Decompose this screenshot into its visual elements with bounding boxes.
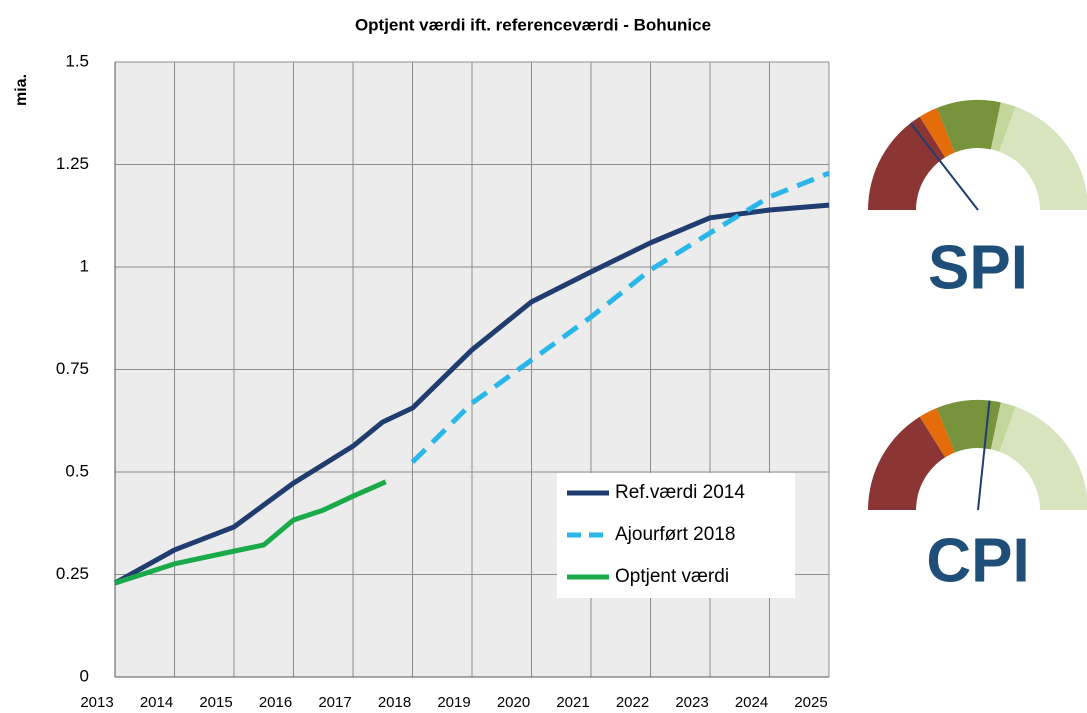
x-tick-label: 2015 (199, 694, 232, 711)
legend-label: Ajourført 2018 (615, 524, 735, 545)
line-series (113, 202, 830, 586)
x-tick-label: 2023 (675, 694, 708, 711)
gauge-label: SPI (928, 233, 1028, 302)
y-tick-label: 1 (80, 256, 89, 275)
x-tick-label: 2025 (794, 694, 827, 711)
x-tick-label: 2016 (259, 694, 292, 711)
y-tick-label: 0.75 (56, 359, 89, 378)
legend-label: Optjent værdi (615, 566, 729, 587)
gauge-segment (990, 102, 1016, 152)
gauge-segment (999, 406, 1087, 510)
y-tick-label: 0 (80, 666, 89, 685)
y-tick-label: 1.25 (56, 154, 89, 173)
gauge-label: CPI (926, 526, 1029, 595)
gauge-needle (909, 122, 979, 211)
line-series (410, 170, 830, 464)
y-axis-label: mia. (13, 74, 30, 106)
gauge-segment (999, 106, 1087, 210)
x-tick-label: 2024 (735, 694, 768, 711)
line-series (114, 479, 387, 586)
gauge-segment (868, 416, 946, 510)
gauge-segment (990, 402, 1016, 452)
gauge-segment (868, 116, 946, 210)
x-tick-label: 2022 (616, 694, 649, 711)
x-tick-label: 2018 (378, 694, 411, 711)
y-tick-label: 0.25 (56, 564, 89, 583)
chart-title: Optjent værdi ift. referenceværdi - Bohu… (355, 15, 711, 34)
y-tick-label: 0.5 (65, 461, 89, 480)
x-tick-label: 2021 (556, 694, 589, 711)
legend-label: Ref.værdi 2014 (615, 482, 745, 503)
x-tick-label: 2013 (80, 694, 113, 711)
gauge-needle (977, 400, 991, 511)
x-tick-label: 2020 (497, 694, 530, 711)
y-tick-label: 1.5 (65, 51, 89, 70)
gauge-segment (919, 408, 955, 458)
gauge-segment (936, 99, 1001, 153)
x-tick-label: 2019 (437, 694, 470, 711)
x-tick-label: 2014 (140, 694, 173, 711)
gauge-segment (919, 108, 955, 158)
x-tick-label: 2017 (318, 694, 351, 711)
